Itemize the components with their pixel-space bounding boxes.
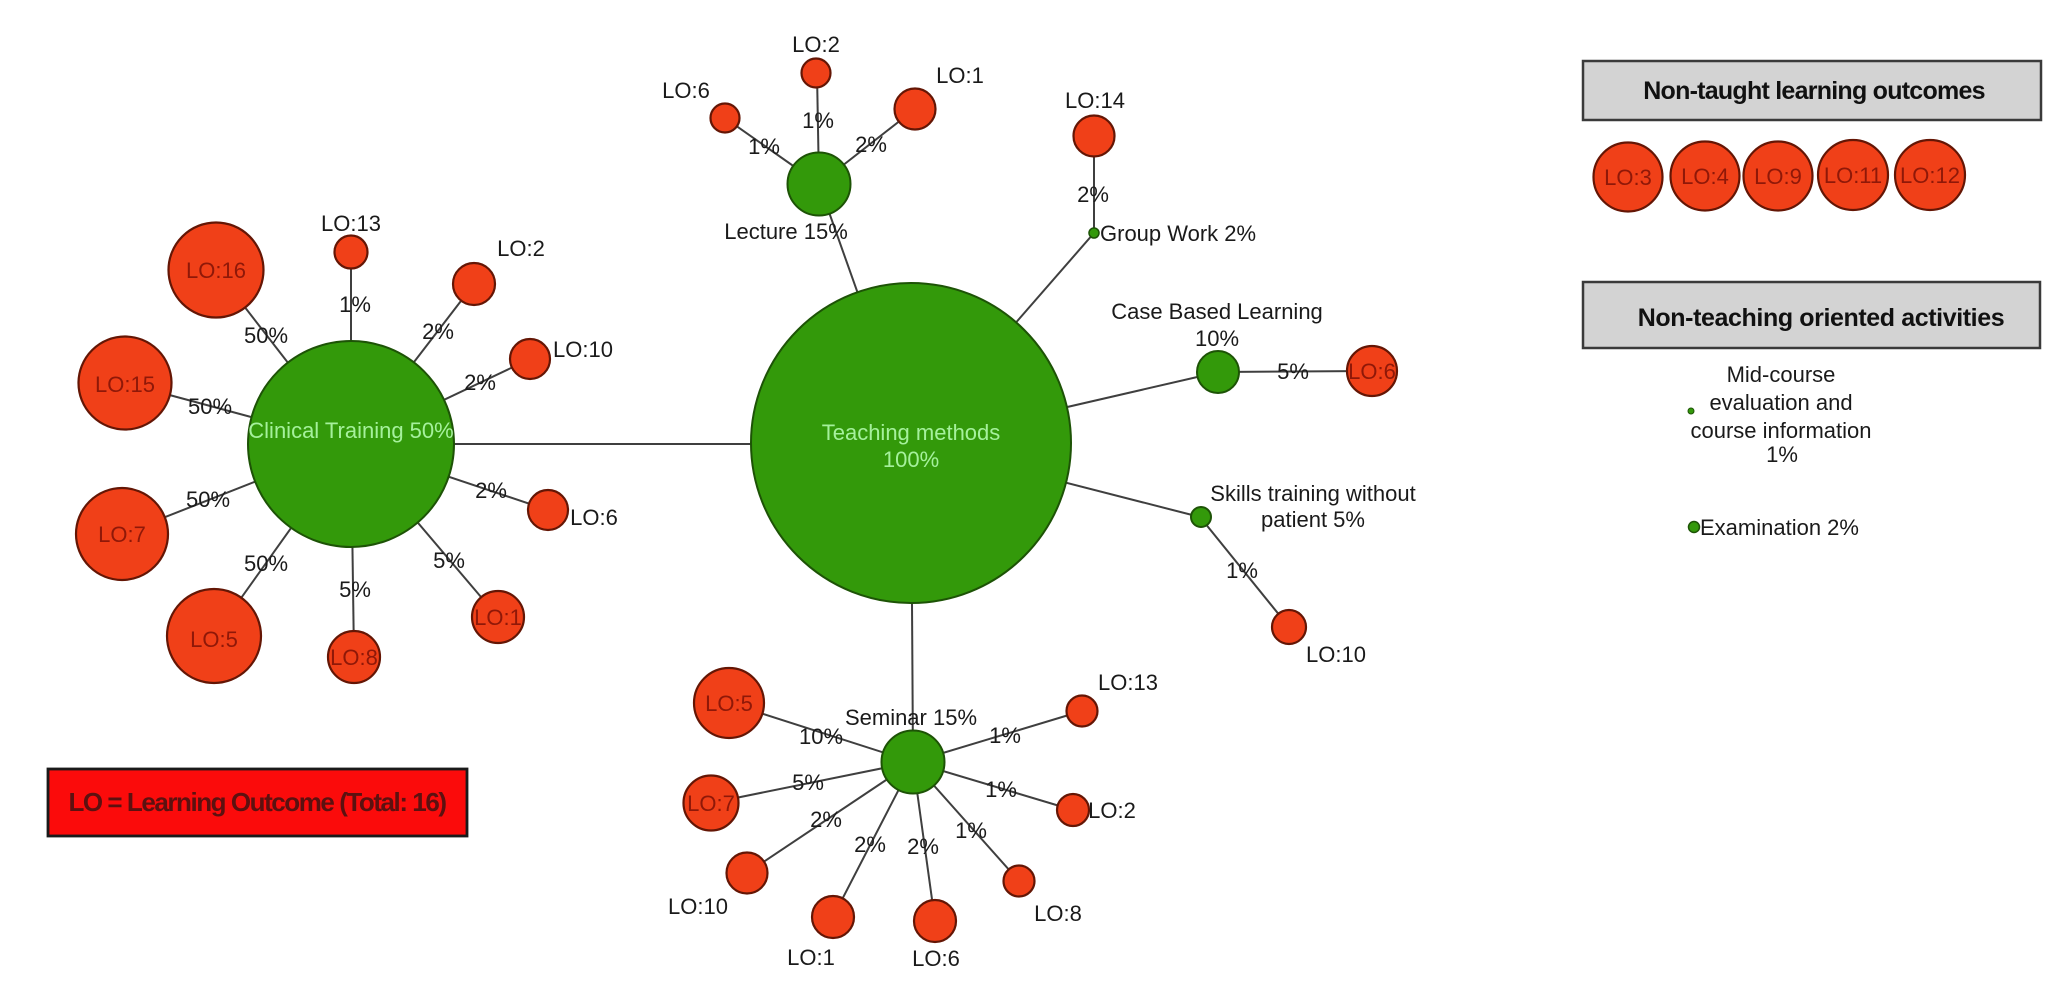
svg-text:2%: 2% [855, 132, 887, 157]
svg-text:Non-taught learning outcomes: Non-taught learning outcomes [1643, 77, 1985, 105]
svg-text:100%: 100% [883, 447, 939, 472]
svg-text:Mid-course: Mid-course [1727, 362, 1836, 387]
svg-text:5%: 5% [792, 770, 824, 795]
svg-text:50%: 50% [244, 323, 288, 348]
svg-text:LO:10: LO:10 [668, 894, 728, 919]
svg-text:5%: 5% [1277, 359, 1309, 384]
svg-text:LO:2: LO:2 [497, 236, 545, 261]
svg-text:LO:6: LO:6 [912, 946, 960, 971]
svg-text:1%: 1% [339, 292, 371, 317]
svg-text:course information: course information [1691, 418, 1872, 443]
svg-text:LO:7: LO:7 [687, 791, 735, 816]
svg-text:LO:8: LO:8 [330, 645, 378, 670]
svg-text:1%: 1% [748, 134, 780, 159]
svg-text:Examination 2%: Examination 2% [1700, 515, 1859, 540]
svg-text:Non-teaching oriented activiti: Non-teaching oriented activities [1638, 304, 2004, 332]
svg-text:5%: 5% [433, 548, 465, 573]
svg-text:50%: 50% [188, 394, 232, 419]
svg-text:LO = Learning Outcome (Total:: LO = Learning Outcome (Total: 16) [68, 787, 446, 817]
svg-text:LO:5: LO:5 [705, 691, 753, 716]
svg-text:5%: 5% [339, 577, 371, 602]
svg-text:1%: 1% [1766, 442, 1798, 467]
svg-text:1%: 1% [989, 723, 1021, 748]
svg-text:LO:11: LO:11 [1824, 163, 1882, 188]
svg-text:LO:1: LO:1 [936, 63, 984, 88]
svg-text:1%: 1% [985, 777, 1017, 802]
svg-text:50%: 50% [186, 487, 230, 512]
svg-text:LO:6: LO:6 [570, 505, 618, 530]
svg-text:50%: 50% [244, 551, 288, 576]
svg-text:Teaching methods: Teaching methods [822, 420, 1001, 445]
svg-text:LO:7: LO:7 [98, 522, 146, 547]
svg-text:10%: 10% [799, 724, 843, 749]
svg-text:LO:13: LO:13 [1098, 670, 1158, 695]
svg-text:LO:1: LO:1 [474, 605, 522, 630]
svg-text:Lecture 15%: Lecture 15% [724, 219, 848, 244]
svg-text:1%: 1% [802, 108, 834, 133]
svg-text:LO:1: LO:1 [787, 945, 835, 970]
svg-text:LO:4: LO:4 [1681, 164, 1729, 189]
svg-text:2%: 2% [464, 370, 496, 395]
svg-text:LO:10: LO:10 [1306, 642, 1366, 667]
svg-text:2%: 2% [475, 478, 507, 503]
svg-text:2%: 2% [422, 319, 454, 344]
svg-text:LO:6: LO:6 [1348, 359, 1396, 384]
svg-text:LO:13: LO:13 [321, 211, 381, 236]
svg-text:evaluation and: evaluation and [1709, 390, 1852, 415]
svg-text:LO:5: LO:5 [190, 627, 238, 652]
svg-text:LO:16: LO:16 [186, 258, 246, 283]
svg-text:Case Based Learning: Case Based Learning [1111, 299, 1323, 324]
svg-text:LO:8: LO:8 [1034, 901, 1082, 926]
svg-text:LO:2: LO:2 [792, 32, 840, 57]
svg-text:2%: 2% [810, 807, 842, 832]
svg-text:2%: 2% [907, 834, 939, 859]
svg-text:LO:2: LO:2 [1088, 798, 1136, 823]
svg-text:LO:6: LO:6 [662, 78, 710, 103]
svg-text:10%: 10% [1195, 326, 1239, 351]
svg-text:LO:10: LO:10 [553, 337, 613, 362]
svg-text:LO:15: LO:15 [95, 372, 155, 397]
svg-text:1%: 1% [955, 818, 987, 843]
svg-text:LO:9: LO:9 [1754, 164, 1802, 189]
svg-text:1%: 1% [1226, 558, 1258, 583]
svg-text:LO:14: LO:14 [1065, 88, 1125, 113]
svg-text:Seminar 15%: Seminar 15% [845, 705, 977, 730]
svg-text:2%: 2% [1077, 182, 1109, 207]
svg-text:LO:12: LO:12 [1900, 163, 1960, 188]
svg-text:LO:3: LO:3 [1604, 165, 1652, 190]
svg-text:Clinical Training 50%: Clinical Training 50% [248, 418, 453, 443]
svg-text:patient 5%: patient 5% [1261, 507, 1365, 532]
svg-text:Group Work 2%: Group Work 2% [1100, 221, 1256, 246]
svg-text:Skills training without: Skills training without [1210, 481, 1415, 506]
svg-text:2%: 2% [854, 832, 886, 857]
